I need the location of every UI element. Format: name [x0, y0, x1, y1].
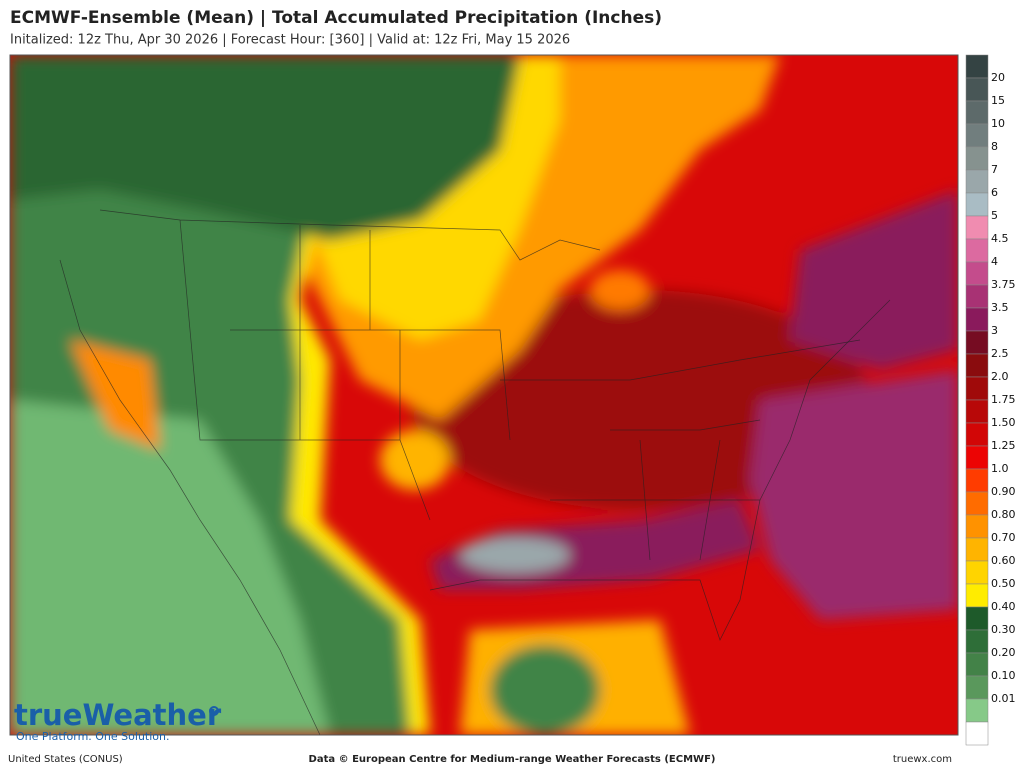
legend-swatch	[965, 721, 989, 746]
legend-swatch	[965, 284, 989, 309]
legend-swatch	[965, 169, 989, 194]
footer-source: Data © European Centre for Medium-range …	[309, 754, 716, 765]
logo-dot	[209, 706, 219, 716]
legend-swatch	[965, 422, 989, 447]
legend-label: 0.70	[991, 531, 1016, 544]
legend-label: 5	[991, 209, 998, 222]
legend-swatch	[965, 77, 989, 102]
legend-swatch	[965, 399, 989, 424]
legend-swatch	[965, 583, 989, 608]
legend-swatch	[965, 537, 989, 562]
legend-label: 1.50	[991, 416, 1016, 429]
footer-site: truewx.com	[893, 754, 952, 765]
legend-label: 0.10	[991, 669, 1016, 682]
legend-label: 15	[991, 94, 1005, 107]
legend-label: 1.25	[991, 439, 1016, 452]
legend-swatch	[965, 652, 989, 677]
legend-label: 3.75	[991, 278, 1016, 291]
legend-label: 3	[991, 324, 998, 337]
legend-swatch	[965, 330, 989, 355]
legend-label: 0.40	[991, 600, 1016, 613]
legend-label: 0.60	[991, 554, 1016, 567]
legend-swatch	[965, 238, 989, 263]
legend-label: 4.5	[991, 232, 1009, 245]
legend-label: 7	[991, 163, 998, 176]
legend-label: 8	[991, 140, 998, 153]
legend-label: 2.5	[991, 347, 1009, 360]
legend-label: 0.80	[991, 508, 1016, 521]
legend-label: 0.01	[991, 692, 1016, 705]
legend-label: 10	[991, 117, 1005, 130]
legend-label: 2.0	[991, 370, 1009, 383]
legend-swatch	[965, 445, 989, 470]
subtitle: Initalized: 12z Thu, Apr 30 2026 | Forec…	[10, 33, 570, 48]
legend-swatch	[965, 468, 989, 493]
logo-tagline: One Platform. One Solution.	[16, 730, 169, 743]
map-frame	[9, 54, 959, 736]
legend-label: 3.5	[991, 301, 1009, 314]
legend-label: 20	[991, 71, 1005, 84]
legend-label: 1.0	[991, 462, 1009, 475]
legend-swatch	[965, 146, 989, 171]
legend-label: 0.50	[991, 577, 1016, 590]
legend-swatch	[965, 698, 989, 723]
legend-label: 4	[991, 255, 998, 268]
logo-name: trueWeather	[14, 698, 222, 732]
legend-swatch	[965, 353, 989, 378]
legend-label: 6	[991, 186, 998, 199]
legend-swatch	[965, 100, 989, 125]
legend-swatch	[965, 606, 989, 631]
legend-swatch	[965, 629, 989, 654]
legend-swatch	[965, 675, 989, 700]
legend-label: 1.75	[991, 393, 1016, 406]
legend-swatch	[965, 307, 989, 332]
legend-swatch	[965, 215, 989, 240]
legend-label: 0.90	[991, 485, 1016, 498]
legend-swatch	[965, 376, 989, 401]
legend-label: 0.30	[991, 623, 1016, 636]
title: ECMWF-Ensemble (Mean) | Total Accumulate…	[10, 8, 662, 28]
legend-swatch	[965, 261, 989, 286]
legend-label: 0.20	[991, 646, 1016, 659]
legend-swatch	[965, 491, 989, 516]
legend: 20 15 10 8 7 6 5 4.5 4 3.75 3.5 3 2.5 2.0 1.75 1.50 1.25…	[965, 54, 1016, 746]
legend-swatch	[965, 123, 989, 148]
legend-swatch	[965, 192, 989, 217]
precip-map	[10, 55, 958, 735]
legend-swatch	[965, 514, 989, 539]
footer-region: United States (CONUS)	[8, 754, 123, 765]
legend-swatch	[965, 560, 989, 585]
legend-swatch	[965, 54, 989, 79]
